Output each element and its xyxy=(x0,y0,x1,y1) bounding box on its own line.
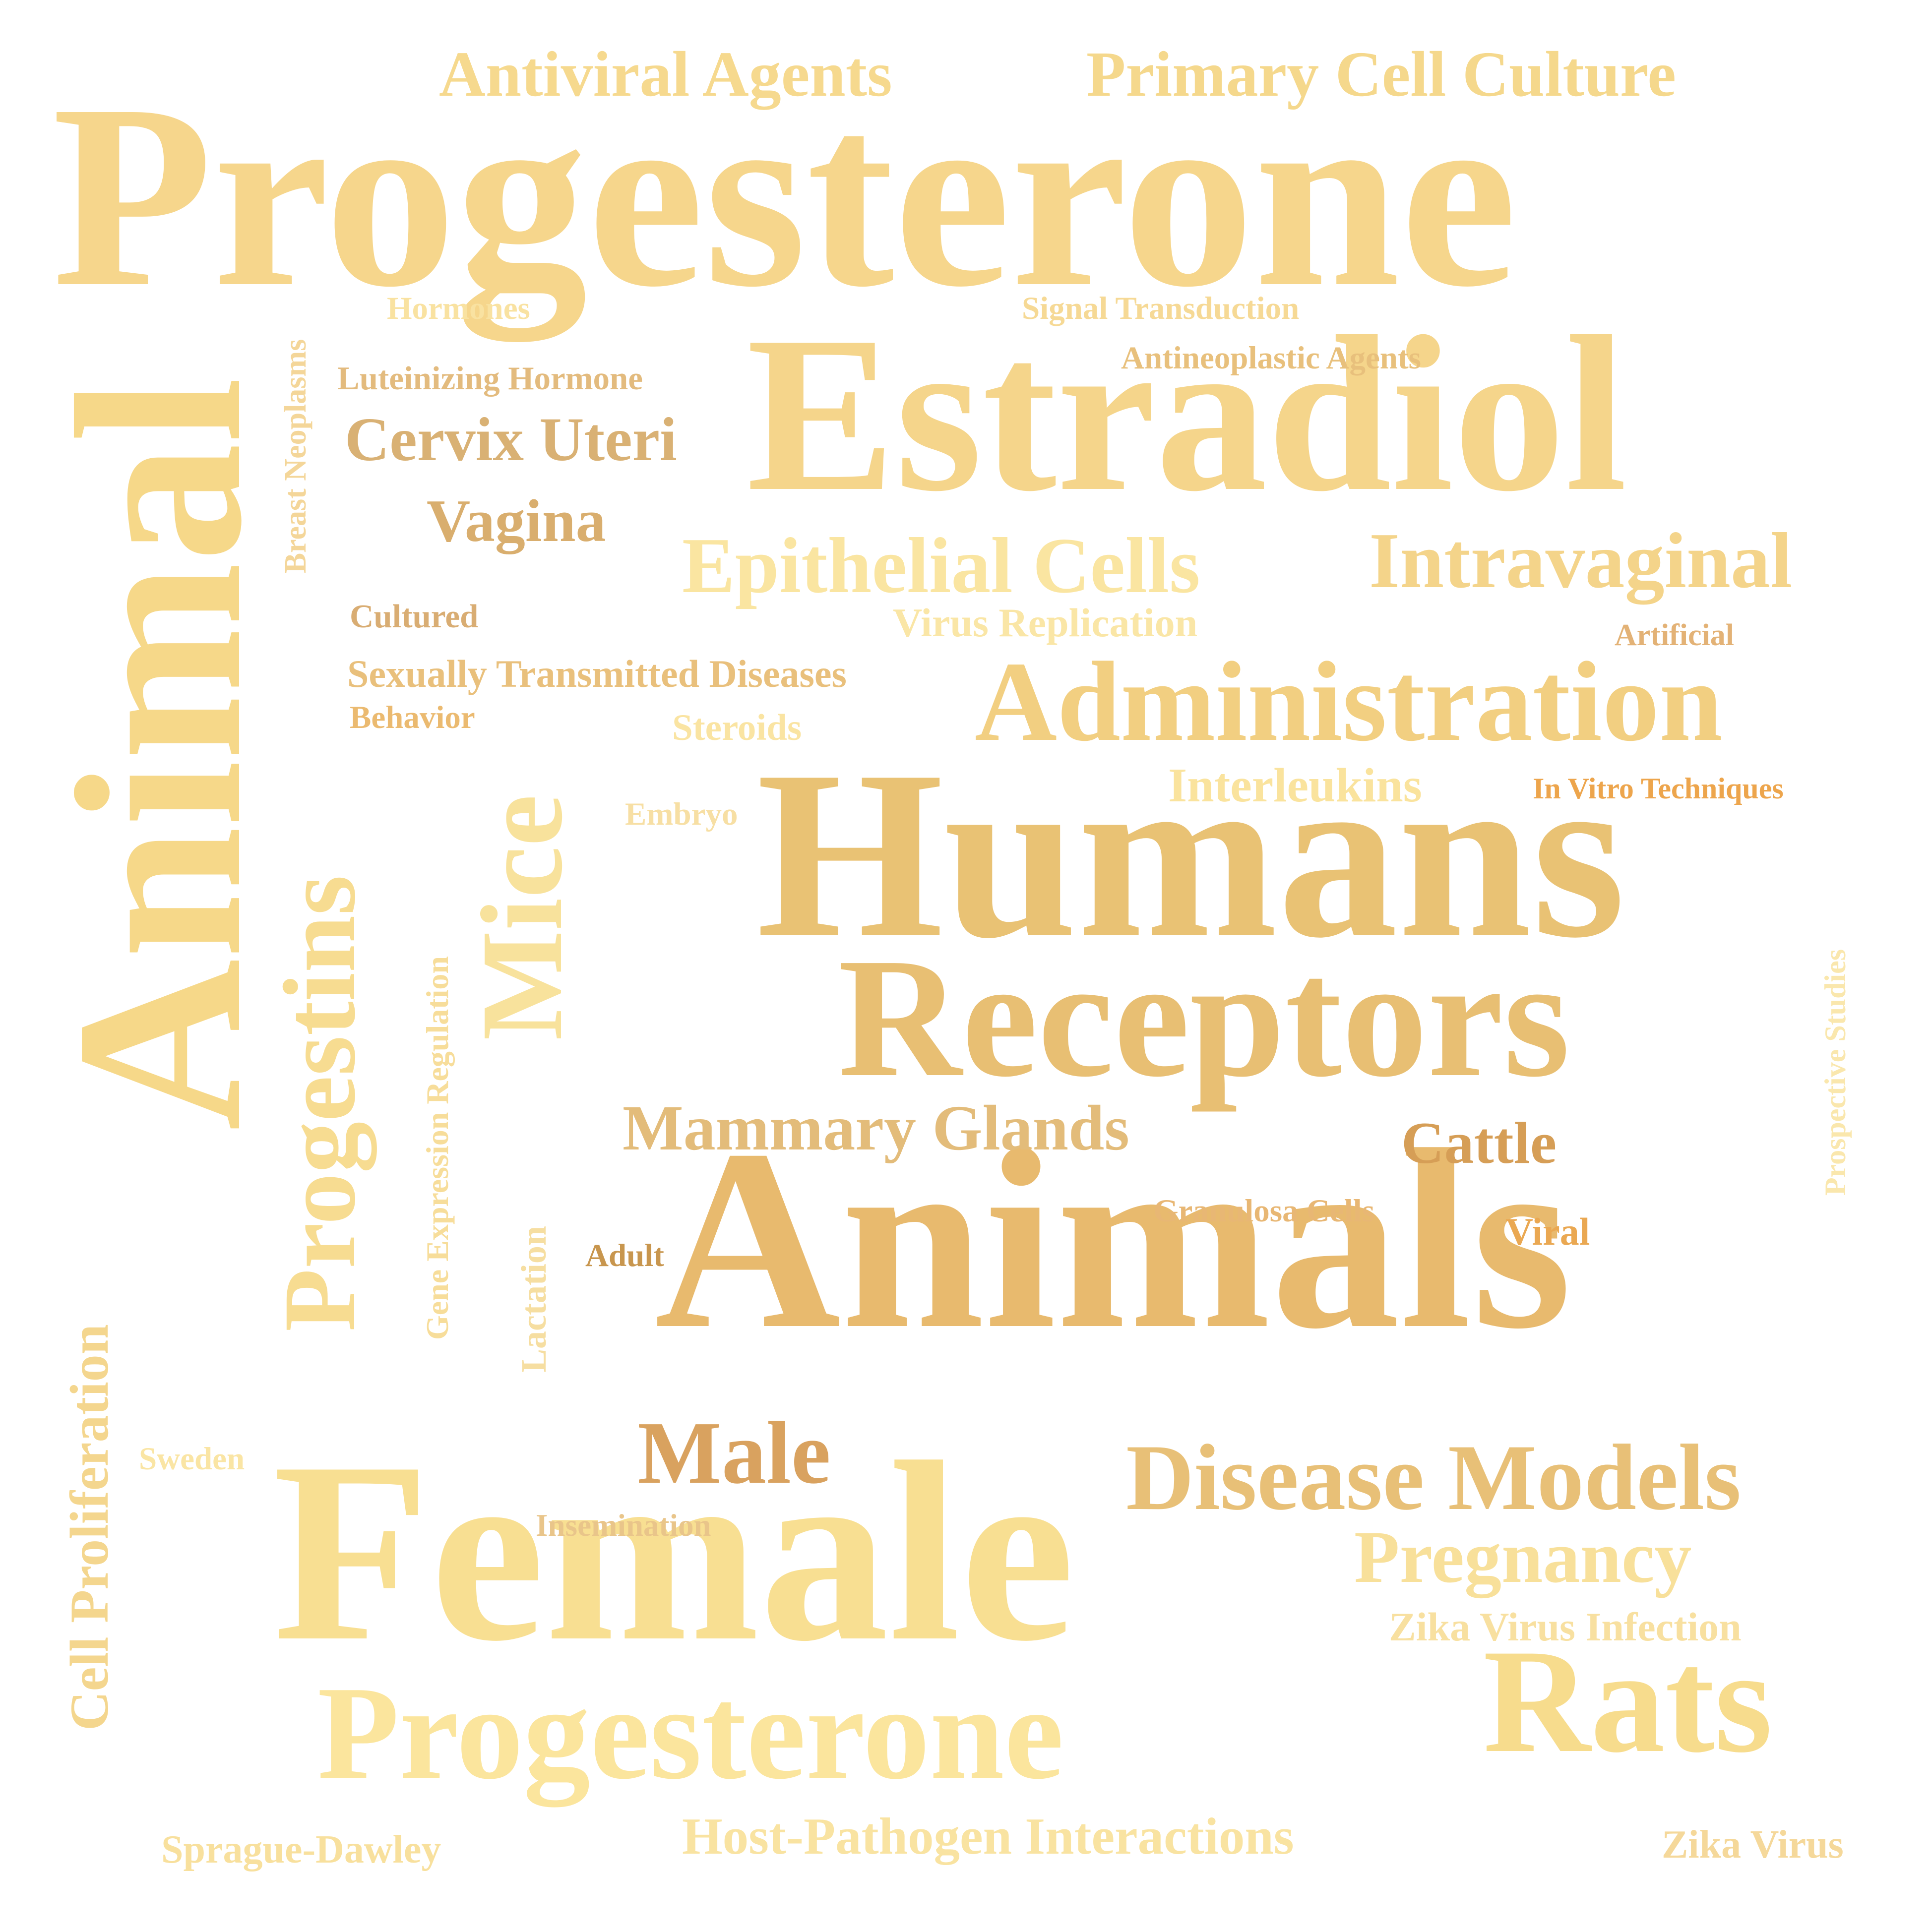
word-disease-models: Disease Models xyxy=(1126,1426,1742,1530)
word-female: Female xyxy=(273,1409,1075,1694)
word-estradiol: Estradiol xyxy=(747,291,1627,538)
word-mice: Mice xyxy=(457,794,586,1040)
word-progesterone-2: Progesterone xyxy=(317,1659,1064,1807)
word-cattle: Cattle xyxy=(1401,1110,1557,1176)
word-prospective-studies: Prospective Studies xyxy=(1819,949,1852,1196)
word-progestins: Progestins xyxy=(262,875,376,1332)
word-zika-virus: Zika Virus xyxy=(1662,1823,1844,1867)
word-embryo: Embryo xyxy=(625,796,738,832)
word-cultured: Cultured xyxy=(350,598,479,635)
word-animals: Animals xyxy=(655,1097,1572,1382)
word-humans: Humans xyxy=(756,721,1625,987)
word-rats: Rats xyxy=(1483,1619,1773,1783)
word-mammary-glands: Mammary Glands xyxy=(623,1092,1129,1164)
word-sexually-transmitted-diseases: Sexually Transmitted Diseases xyxy=(347,652,847,695)
word-antineoplastic-agents: Antineoplastic Agents xyxy=(1121,340,1421,376)
word-primary-cell-culture: Primary Cell Culture xyxy=(1086,39,1676,110)
word-zika-virus-infection: Zika Virus Infection xyxy=(1389,1604,1742,1649)
word-cell-proliferation: Cell Proliferation xyxy=(59,1324,120,1731)
word-virus-replication: Virus Replication xyxy=(893,600,1198,645)
word-male: Male xyxy=(637,1403,831,1502)
word-gene-expression-regulation: Gene Expression Regulation xyxy=(420,956,455,1340)
word-epithelial-cells: Epithelial Cells xyxy=(682,521,1200,609)
word-interleukins: Interleukins xyxy=(1168,759,1422,812)
word-hormones: Hormones xyxy=(387,291,530,326)
word-pregnancy: Pregnancy xyxy=(1354,1516,1692,1598)
word-insemination: Insemination xyxy=(536,1508,711,1543)
word-cervix-uteri: Cervix Uteri xyxy=(345,406,677,474)
word-progesterone: Progesterone xyxy=(52,50,1517,341)
word-administration: Administration xyxy=(975,638,1723,765)
word-adult: Adult xyxy=(585,1238,664,1273)
word-sprague-dawley: Sprague-Dawley xyxy=(161,1828,441,1872)
word-vagina: Vagina xyxy=(427,487,606,554)
word-luteinizing-hormone: Luteinizing Hormone xyxy=(337,360,643,397)
word-antiviral-agents: Antiviral Agents xyxy=(439,39,892,110)
word-behavior: Behavior xyxy=(350,700,475,735)
word-breast-neoplasms: Breast Neoplasms xyxy=(279,339,312,574)
word-receptors: Receptors xyxy=(838,923,1570,1112)
word-steroids: Steroids xyxy=(672,707,802,748)
word-in-vitro-techniques: In Vitro Techniques xyxy=(1533,772,1784,805)
word-signal-transduction: Signal Transduction xyxy=(1022,291,1300,326)
word-animal: Animal xyxy=(27,376,291,1131)
word-artificial: Artificial xyxy=(1615,618,1735,652)
word-sweden: Sweden xyxy=(139,1441,245,1477)
word-host-pathogen-interactions: Host-Pathogen Interactions xyxy=(682,1807,1294,1865)
word-lactation: Lactation xyxy=(514,1226,554,1373)
word-intravaginal: Intravaginal xyxy=(1369,516,1793,604)
word-granulosa-cells: Granulosa Cells xyxy=(1153,1193,1375,1229)
word-viral: Viral xyxy=(1505,1210,1590,1253)
